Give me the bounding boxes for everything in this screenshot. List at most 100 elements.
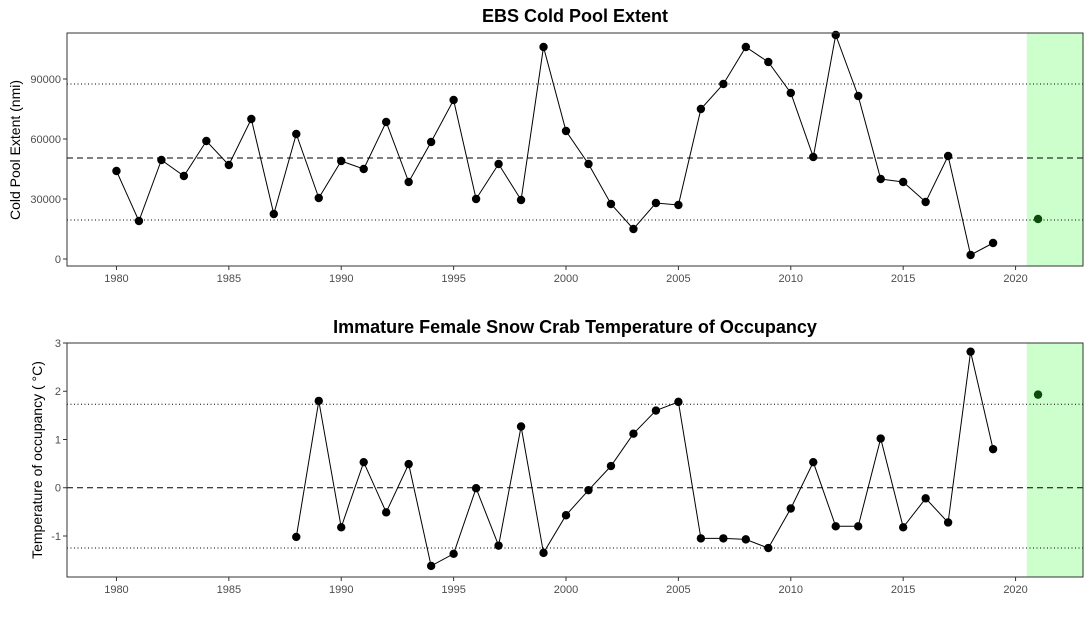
data-point xyxy=(134,216,144,226)
data-point xyxy=(606,199,616,209)
panel2-frame xyxy=(66,342,1084,578)
data-point xyxy=(606,461,616,471)
data-point xyxy=(674,200,683,210)
data-point xyxy=(359,164,368,174)
data-point xyxy=(786,88,795,98)
data-point xyxy=(719,534,728,543)
x-tick-label: 2005 xyxy=(666,273,690,285)
x-tick-label: 1980 xyxy=(104,273,128,285)
panel1-x-axis: 1980 1985 1990 1995 2000 2005 2010 2015 2020 xyxy=(104,266,1028,285)
data-point xyxy=(202,136,211,146)
data-point xyxy=(831,30,840,40)
data-point xyxy=(471,194,481,204)
data-point xyxy=(898,177,908,187)
data-point xyxy=(359,457,368,467)
data-point xyxy=(786,504,795,513)
x-tick-label: 1985 xyxy=(217,584,241,596)
data-point xyxy=(629,429,638,438)
panel2-y-label: Temperature of occupancy ( °C) xyxy=(29,361,45,559)
data-point xyxy=(494,541,503,550)
data-point xyxy=(943,518,953,527)
data-point xyxy=(921,494,930,503)
x-tick-label: 1990 xyxy=(329,273,353,285)
data-point xyxy=(337,156,346,166)
data-point xyxy=(651,406,661,415)
panel1-highlight-band xyxy=(1026,33,1083,266)
y-tick-label: 3 xyxy=(55,338,61,350)
y-tick-label: 1 xyxy=(55,434,61,446)
x-tick-label: 2005 xyxy=(666,584,690,596)
data-point xyxy=(404,459,413,469)
data-point xyxy=(741,42,751,52)
panel1-points xyxy=(112,30,1043,260)
current-year-point xyxy=(1033,390,1043,399)
data-point xyxy=(292,129,301,139)
data-point xyxy=(876,174,885,184)
panel2-series-line xyxy=(295,351,994,567)
data-point xyxy=(292,532,301,542)
data-point xyxy=(809,152,818,162)
panel2-x-axis: 1980 1985 1990 1995 2000 2005 2010 2015 2020 xyxy=(104,577,1028,596)
data-point xyxy=(696,104,706,114)
data-point xyxy=(674,397,683,407)
data-point xyxy=(943,151,953,161)
data-point xyxy=(112,166,121,176)
data-point xyxy=(898,523,908,532)
x-tick-label: 1995 xyxy=(441,584,465,596)
data-point xyxy=(764,57,773,67)
data-point xyxy=(741,535,751,544)
panel-cold-pool: 1980 1985 1990 1995 2000 2005 2010 2015 2020 0 30… xyxy=(7,6,1084,285)
panel1-y-label: Cold Pool Extent (nmi) xyxy=(7,80,23,220)
data-point xyxy=(157,155,166,165)
data-point xyxy=(809,457,818,467)
panel1-title: EBS Cold Pool Extent xyxy=(482,6,668,26)
x-tick-label: 2015 xyxy=(891,584,915,596)
x-tick-label: 2010 xyxy=(779,584,803,596)
data-point xyxy=(988,444,998,454)
data-point xyxy=(876,434,885,443)
x-tick-label: 2020 xyxy=(1003,584,1027,596)
data-point xyxy=(179,171,189,181)
panel-temperature: 1980 1985 1990 1995 2000 2005 2010 2015 2020 -1 0… xyxy=(29,317,1084,596)
data-point xyxy=(561,511,571,520)
x-tick-label: 1990 xyxy=(329,584,353,596)
data-point xyxy=(471,484,481,493)
x-tick-label: 2020 xyxy=(1003,273,1027,285)
data-point xyxy=(426,137,436,147)
panel2-reference-lines xyxy=(67,403,1083,549)
data-point xyxy=(494,159,503,169)
x-tick-label: 1980 xyxy=(104,584,128,596)
data-point xyxy=(921,197,930,207)
data-point xyxy=(269,209,278,219)
data-point xyxy=(337,523,346,532)
data-point xyxy=(629,224,638,234)
data-point xyxy=(764,543,773,553)
y-tick-label: -1 xyxy=(51,531,61,543)
data-point xyxy=(831,522,840,531)
data-point xyxy=(854,522,863,531)
data-point xyxy=(247,114,256,124)
y-tick-label: 0 xyxy=(55,483,61,495)
data-point xyxy=(381,508,391,517)
panel1-frame xyxy=(66,32,1084,267)
panel2-y-axis: -1 0 1 2 3 xyxy=(51,338,67,543)
data-point xyxy=(516,195,526,205)
data-point xyxy=(696,534,706,543)
data-point xyxy=(224,160,234,170)
current-year-point xyxy=(1033,214,1043,224)
panel1-series-line xyxy=(116,33,994,256)
data-point xyxy=(539,42,548,52)
data-point xyxy=(404,177,413,187)
data-point xyxy=(539,548,548,558)
y-tick-label: 30000 xyxy=(30,194,61,206)
y-tick-label: 60000 xyxy=(30,134,61,146)
data-point xyxy=(381,117,391,127)
panel1-reference-lines xyxy=(67,83,1083,221)
data-point xyxy=(516,422,526,431)
data-point xyxy=(449,549,458,559)
x-tick-label: 2015 xyxy=(891,273,915,285)
data-point xyxy=(988,238,998,248)
x-tick-label: 2000 xyxy=(554,584,578,596)
y-tick-label: 2 xyxy=(55,386,61,398)
